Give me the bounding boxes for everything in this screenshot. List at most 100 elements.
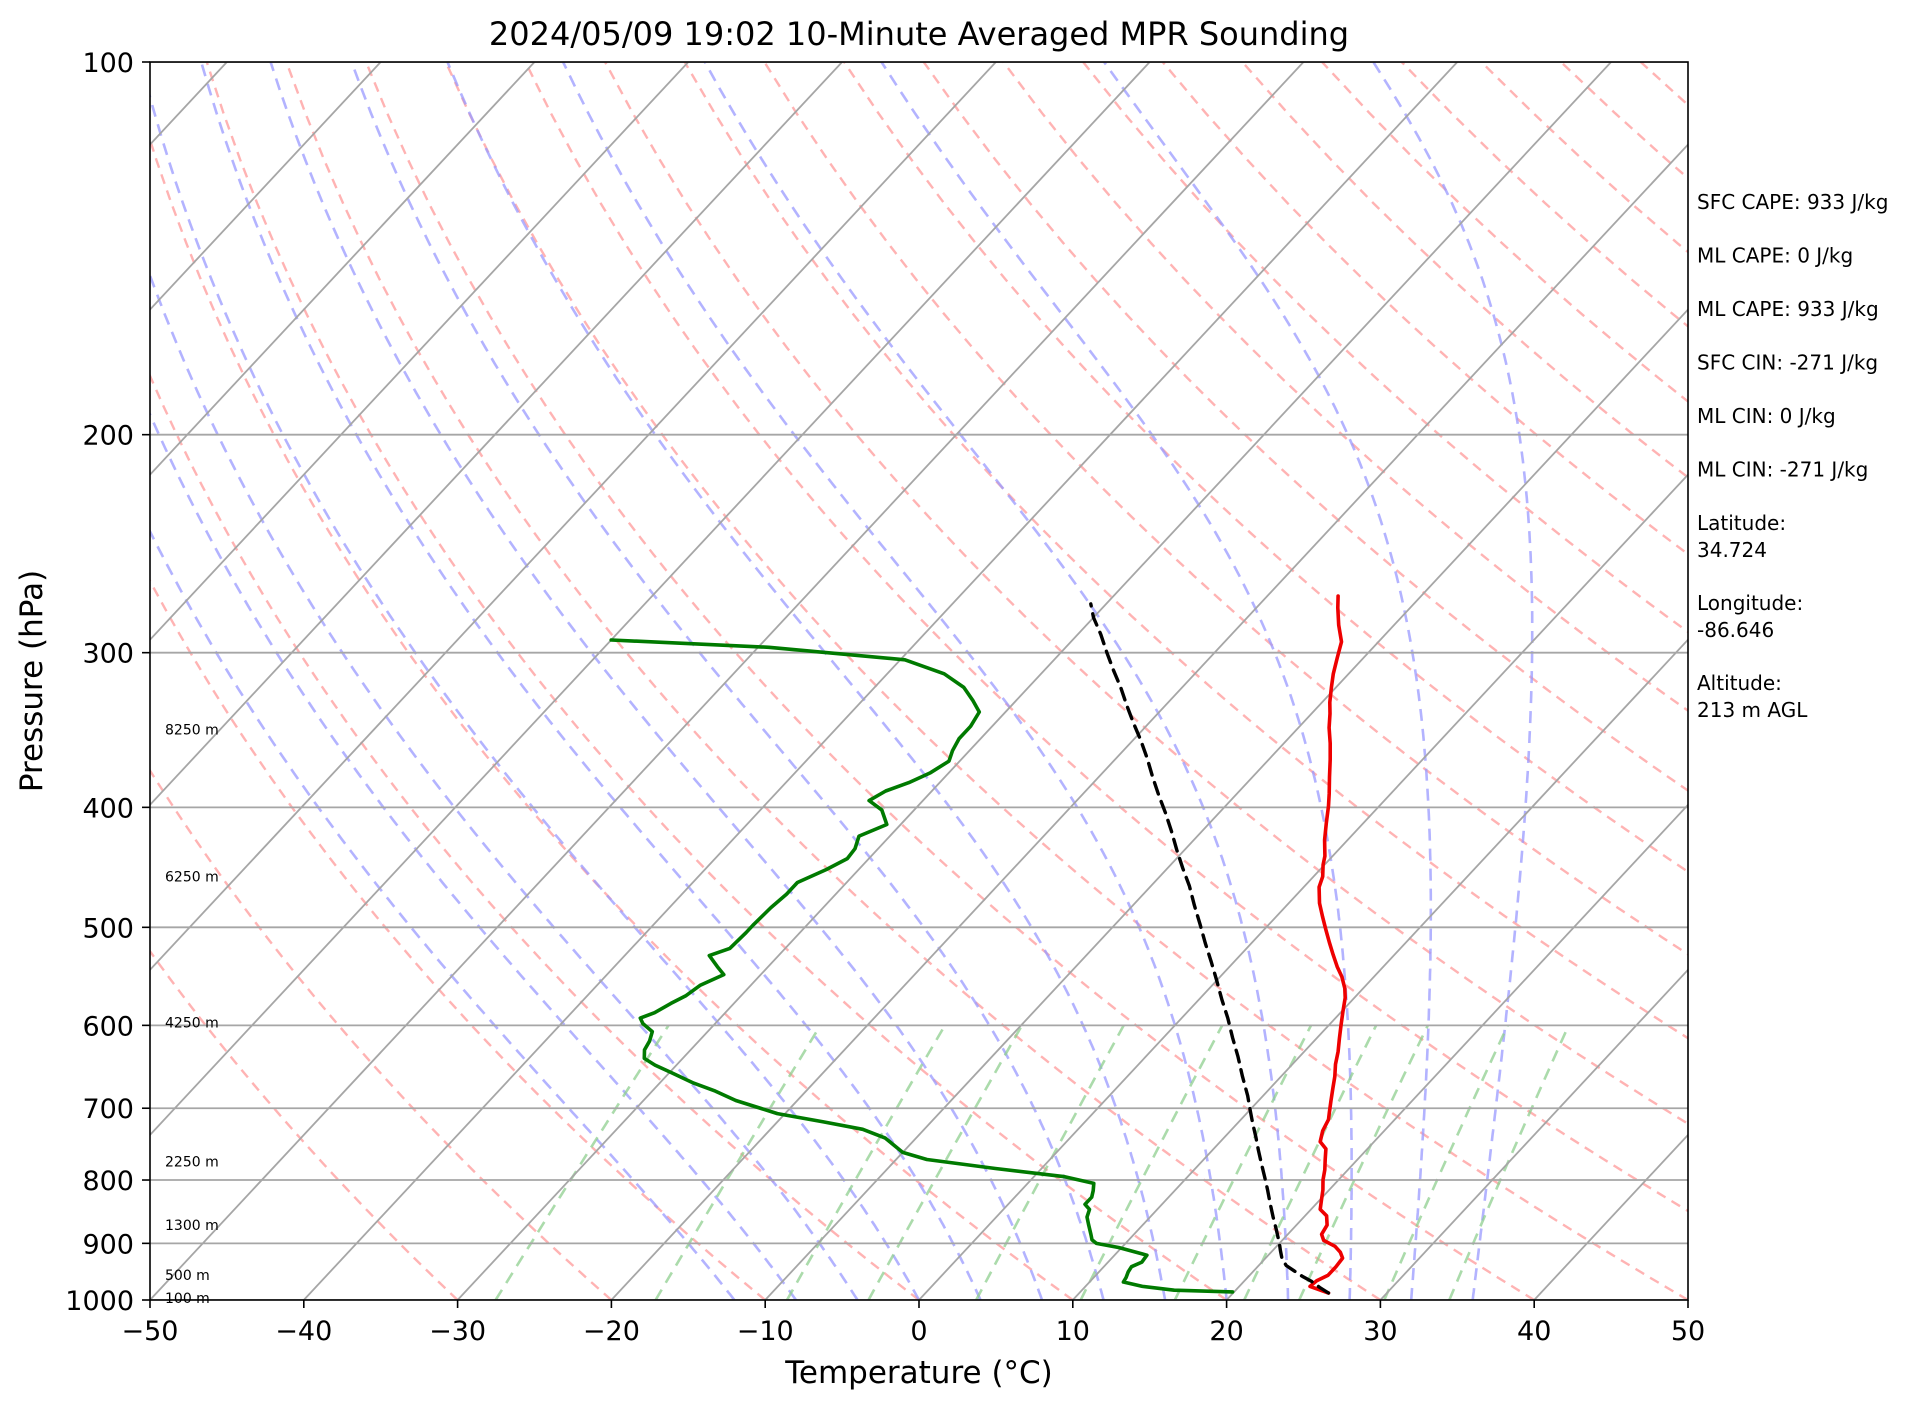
moist-adiabat-line <box>1372 62 1534 1300</box>
stats-entry: Altitude: 213 m AGL <box>1697 671 1808 722</box>
stats-line: ML CAPE: 0 J/kg <box>1697 244 1853 268</box>
isotherm-line <box>456 62 1612 1300</box>
moist-adiabat-line <box>199 62 982 1300</box>
stats-line: -86.646 <box>1697 618 1774 642</box>
x-tick-label: −10 <box>737 1316 794 1347</box>
parcel-line <box>1089 602 1331 1295</box>
stats-line: SFC CIN: -271 J/kg <box>1697 351 1878 375</box>
dry-adiabat-line <box>524 62 1688 1213</box>
isotherm-line <box>918 473 1688 1300</box>
dry-adiabat-line <box>150 372 920 1300</box>
dry-adiabat-line <box>285 62 1382 1300</box>
mixing-ratio-line <box>975 1024 1125 1300</box>
moist-adiabat-line <box>150 92 921 1300</box>
x-tick-label: 30 <box>1363 1316 1397 1347</box>
isotherm-line <box>610 143 1688 1300</box>
y-axis-ticks: 100 200 300 400 500 600 700 800 900 1000 <box>65 48 150 1317</box>
moist-adiabat-line <box>703 62 1290 1300</box>
dry-adiabats <box>150 62 1688 1300</box>
mixing-ratio-line <box>1079 1024 1224 1300</box>
stats-line: ML CAPE: 933 J/kg <box>1697 297 1879 321</box>
dry-adiabat-line <box>150 949 459 1300</box>
x-axis-ticks: −50 −40 −30 −20 −10 0 10 20 30 40 50 <box>122 1300 1705 1347</box>
isotherm-line <box>150 62 997 972</box>
x-tick-label: 20 <box>1209 1316 1243 1347</box>
y-tick-label: 500 <box>82 913 134 944</box>
height-labels: 8250 m 6250 m 4250 m 2250 m 1300 m 500 m 100 m <box>165 722 219 1306</box>
y-tick-label: 200 <box>82 421 134 452</box>
isotherm-line <box>150 62 536 476</box>
dry-adiabat-line <box>763 62 1688 956</box>
stats-entry: ML CAPE: 0 J/kg <box>1697 244 1853 268</box>
isotherm-line <box>150 62 382 311</box>
moist-adiabat-line <box>150 271 859 1300</box>
dry-adiabat-line <box>604 62 1688 1126</box>
isotherms <box>150 62 1688 1300</box>
stats-entry: ML CIN: 0 J/kg <box>1697 404 1836 428</box>
stats-line: 213 m AGL <box>1697 698 1808 722</box>
height-label: 2250 m <box>165 1155 219 1171</box>
sounding-series <box>609 594 1347 1295</box>
height-label: 100 m <box>165 1291 210 1307</box>
stats-line: Altitude: <box>1697 671 1782 695</box>
isotherm-line <box>150 62 843 807</box>
isotherm-line <box>1225 803 1688 1300</box>
moist-adiabats <box>150 62 1534 1300</box>
isotherm-line <box>150 62 1151 1137</box>
stats-line: ML CIN: -271 J/kg <box>1697 458 1868 482</box>
stats-line: SFC CAPE: 933 J/kg <box>1697 190 1888 214</box>
moist-adiabat-line <box>150 528 736 1300</box>
moist-adiabat-line <box>1103 62 1433 1300</box>
stats-entry: Latitude: 34.724 <box>1697 511 1786 562</box>
y-tick-label: 900 <box>82 1229 134 1260</box>
x-tick-label: −40 <box>275 1316 332 1347</box>
height-label: 500 m <box>165 1268 210 1284</box>
dewpoint-line <box>609 638 1235 1294</box>
dry-adiabat-line <box>150 578 766 1300</box>
temperature-line <box>1308 594 1347 1295</box>
dry-adiabat-line <box>150 135 1074 1300</box>
height-label: 1300 m <box>165 1218 219 1234</box>
stats-entry: ML CAPE: 933 J/kg <box>1697 297 1879 321</box>
y-tick-label: 100 <box>82 48 134 79</box>
dry-adiabat-line <box>922 62 1688 793</box>
plot-area <box>150 62 1688 1300</box>
moist-adiabat-line <box>880 62 1353 1300</box>
y-tick-label: 600 <box>82 1011 134 1042</box>
moist-adiabat-line <box>269 62 1044 1300</box>
y-tick-label: 1000 <box>65 1286 134 1317</box>
isotherm-line <box>303 62 1458 1300</box>
height-label: 6250 m <box>165 870 219 886</box>
dry-adiabat-line <box>683 62 1688 1040</box>
dry-adiabat-line <box>364 62 1535 1300</box>
isotherm-line <box>764 308 1688 1300</box>
stats-panel: SFC CAPE: 933 J/kg ML CAPE: 0 J/kg ML CAPE… <box>1697 190 1888 722</box>
mixing-ratio-line <box>785 1024 947 1300</box>
y-tick-label: 800 <box>82 1166 134 1197</box>
x-axis-label: Temperature (°C) <box>784 1355 1053 1391</box>
stats-entry: ML CIN: -271 J/kg <box>1697 458 1868 482</box>
moist-adiabat-line <box>350 62 1105 1300</box>
isotherm-line <box>1072 638 1688 1300</box>
stats-entry: SFC CIN: -271 J/kg <box>1697 351 1878 375</box>
isotherm-line <box>150 62 689 642</box>
dry-adiabat-line <box>444 62 1688 1300</box>
x-tick-label: 0 <box>910 1316 927 1347</box>
x-tick-label: 50 <box>1671 1316 1705 1347</box>
stats-entry: Longitude: -86.646 <box>1697 591 1803 642</box>
moist-adiabat-line <box>561 62 1228 1300</box>
x-tick-label: −30 <box>429 1316 486 1347</box>
x-tick-label: −50 <box>122 1316 179 1347</box>
height-label: 4250 m <box>165 1016 219 1032</box>
y-tick-label: 300 <box>82 639 134 670</box>
isotherm-line <box>150 62 1305 1300</box>
dry-adiabat-line <box>1082 62 1688 634</box>
dry-adiabat-line <box>843 62 1688 874</box>
stats-line: ML CIN: 0 J/kg <box>1697 404 1836 428</box>
mixing-ratio-line <box>1173 1024 1313 1300</box>
isotherm-line <box>1379 968 1688 1300</box>
height-label: 8250 m <box>165 722 219 738</box>
stats-line: Longitude: <box>1697 591 1803 615</box>
